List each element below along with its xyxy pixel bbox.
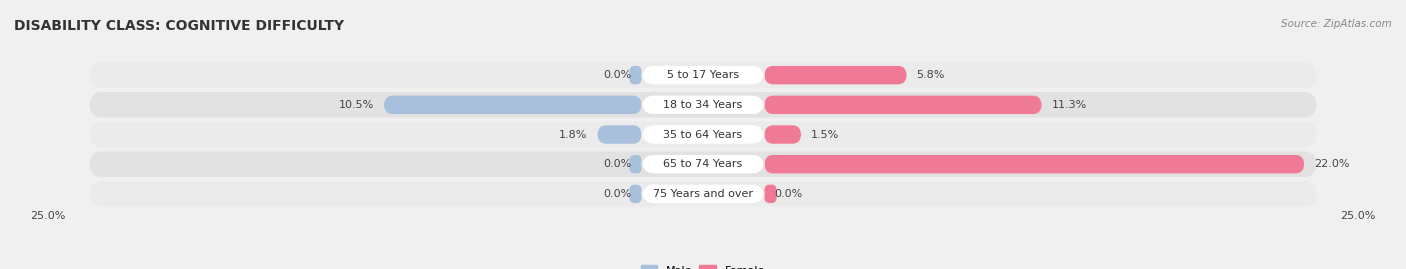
Text: 1.5%: 1.5% (811, 129, 839, 140)
FancyBboxPatch shape (630, 66, 641, 84)
FancyBboxPatch shape (641, 185, 765, 203)
FancyBboxPatch shape (641, 66, 765, 84)
FancyBboxPatch shape (384, 95, 641, 114)
FancyBboxPatch shape (90, 151, 1316, 177)
Text: 5.8%: 5.8% (917, 70, 945, 80)
Text: 10.5%: 10.5% (339, 100, 374, 110)
Text: 1.8%: 1.8% (560, 129, 588, 140)
Text: 0.0%: 0.0% (603, 189, 631, 199)
Text: 0.0%: 0.0% (603, 159, 631, 169)
FancyBboxPatch shape (90, 62, 1316, 88)
FancyBboxPatch shape (765, 185, 776, 203)
Text: 22.0%: 22.0% (1315, 159, 1350, 169)
FancyBboxPatch shape (765, 66, 907, 84)
Text: 65 to 74 Years: 65 to 74 Years (664, 159, 742, 169)
Text: DISABILITY CLASS: COGNITIVE DIFFICULTY: DISABILITY CLASS: COGNITIVE DIFFICULTY (14, 19, 344, 33)
Text: 18 to 34 Years: 18 to 34 Years (664, 100, 742, 110)
FancyBboxPatch shape (630, 185, 641, 203)
FancyBboxPatch shape (90, 181, 1316, 207)
Text: 75 Years and over: 75 Years and over (652, 189, 754, 199)
FancyBboxPatch shape (765, 155, 1305, 174)
Legend: Male, Female: Male, Female (637, 261, 769, 269)
Text: 0.0%: 0.0% (775, 189, 803, 199)
Text: 11.3%: 11.3% (1052, 100, 1087, 110)
FancyBboxPatch shape (641, 95, 765, 114)
FancyBboxPatch shape (641, 155, 765, 174)
Text: 25.0%: 25.0% (1340, 211, 1375, 221)
Text: 0.0%: 0.0% (603, 70, 631, 80)
Text: 25.0%: 25.0% (31, 211, 66, 221)
FancyBboxPatch shape (630, 155, 641, 174)
FancyBboxPatch shape (598, 125, 641, 144)
FancyBboxPatch shape (641, 125, 765, 144)
Text: 35 to 64 Years: 35 to 64 Years (664, 129, 742, 140)
FancyBboxPatch shape (765, 95, 1042, 114)
Text: Source: ZipAtlas.com: Source: ZipAtlas.com (1281, 19, 1392, 29)
Text: 5 to 17 Years: 5 to 17 Years (666, 70, 740, 80)
FancyBboxPatch shape (765, 125, 801, 144)
FancyBboxPatch shape (90, 92, 1316, 118)
FancyBboxPatch shape (90, 122, 1316, 147)
